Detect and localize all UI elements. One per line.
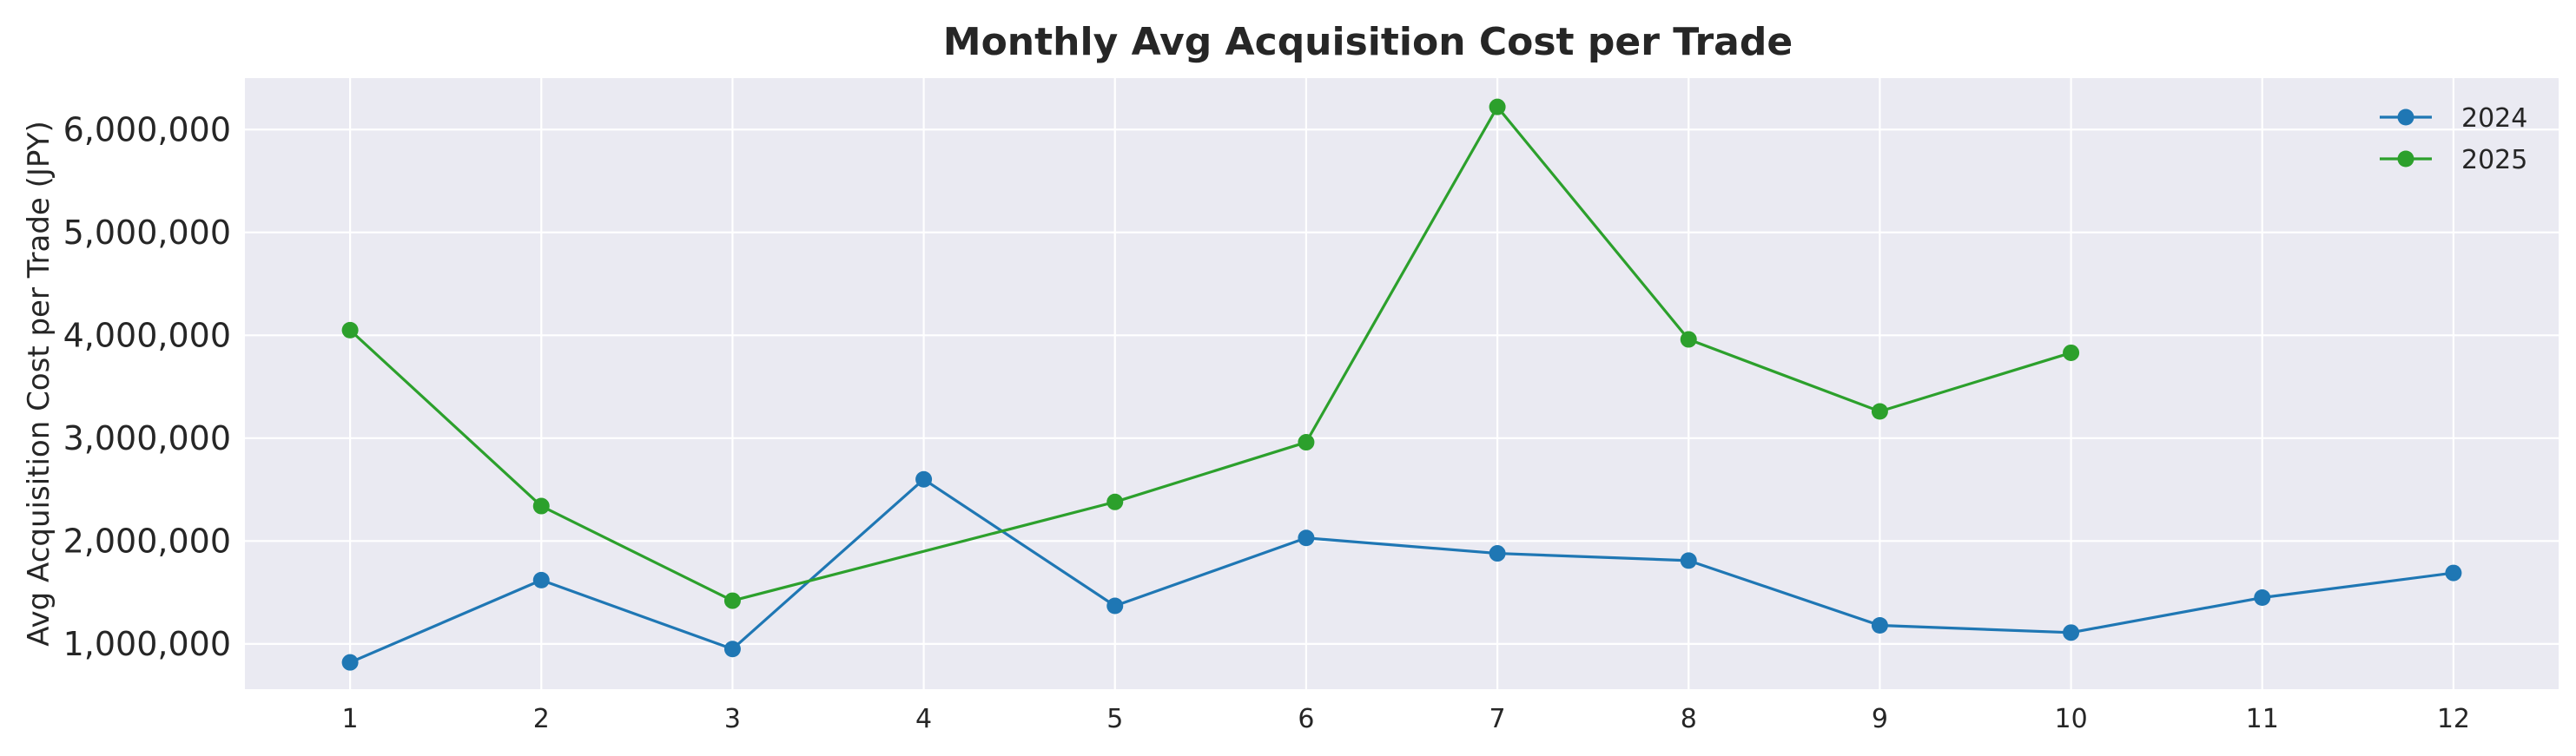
x-tick-label: 3	[724, 704, 741, 734]
y-tick-label: 4,000,000	[63, 316, 231, 354]
chart-title: Monthly Avg Acquisition Cost per Trade	[943, 20, 1793, 64]
data-point-2025	[1298, 434, 1315, 451]
data-point-2025	[1871, 403, 1888, 420]
x-tick-label: 11	[2246, 704, 2279, 734]
x-tick-label: 2	[533, 704, 550, 734]
x-tick-label: 5	[1106, 704, 1123, 734]
data-point-2025	[1106, 493, 1124, 510]
data-point-2024	[532, 571, 550, 588]
x-tick-label: 8	[1681, 704, 1697, 734]
x-tick-label: 4	[915, 704, 932, 734]
gridlines	[245, 78, 2559, 689]
y-tick-labels: 1,000,000 2,000,000 3,000,000 4,000,000 5,00…	[63, 110, 231, 663]
data-point-2025	[341, 321, 359, 339]
series-layer	[341, 98, 2462, 671]
plot-area	[245, 78, 2559, 689]
data-point-2025	[1680, 331, 1697, 348]
x-tick-labels: 1 2 3 4 5 6 7 8 9 10 11 12	[342, 704, 2470, 734]
x-tick-label: 1	[342, 704, 359, 734]
y-tick-label: 2,000,000	[63, 522, 231, 560]
y-tick-label: 1,000,000	[63, 625, 231, 663]
data-point-2024	[723, 641, 741, 658]
series-2024	[341, 470, 2462, 671]
y-tick-label: 3,000,000	[63, 419, 231, 457]
x-tick-label: 7	[1489, 704, 1506, 734]
data-point-2024	[1871, 617, 1888, 634]
data-point-2025	[723, 592, 741, 609]
data-point-2024	[1680, 552, 1697, 569]
data-point-2024	[2063, 624, 2080, 641]
data-point-2024	[915, 470, 933, 488]
data-point-2024	[1106, 597, 1124, 615]
legend-marker-2025	[2397, 150, 2414, 168]
legend-label-2025: 2025	[2461, 145, 2527, 175]
legend-marker-2024	[2397, 108, 2414, 126]
y-axis-label: Avg Acquisition Cost per Trade (JPY)	[22, 121, 56, 646]
series-line-2024	[349, 477, 2454, 664]
x-tick-label: 10	[2054, 704, 2087, 734]
series-2025	[341, 98, 2080, 609]
legend-label-2024: 2024	[2461, 103, 2527, 134]
y-tick-label: 5,000,000	[63, 214, 231, 252]
y-tick-label: 6,000,000	[63, 110, 231, 148]
data-point-2025	[2063, 344, 2080, 361]
data-point-2024	[2445, 564, 2462, 582]
data-point-2025	[532, 497, 550, 515]
legend: 2024 2025	[2380, 103, 2527, 175]
data-point-2024	[1298, 529, 1315, 547]
data-point-2024	[1489, 545, 1506, 562]
x-tick-label: 9	[1872, 704, 1888, 734]
x-tick-label: 12	[2437, 704, 2470, 734]
x-tick-label: 6	[1298, 704, 1314, 734]
data-point-2025	[1489, 98, 1506, 115]
data-point-2024	[341, 654, 359, 671]
data-point-2024	[2254, 589, 2271, 607]
